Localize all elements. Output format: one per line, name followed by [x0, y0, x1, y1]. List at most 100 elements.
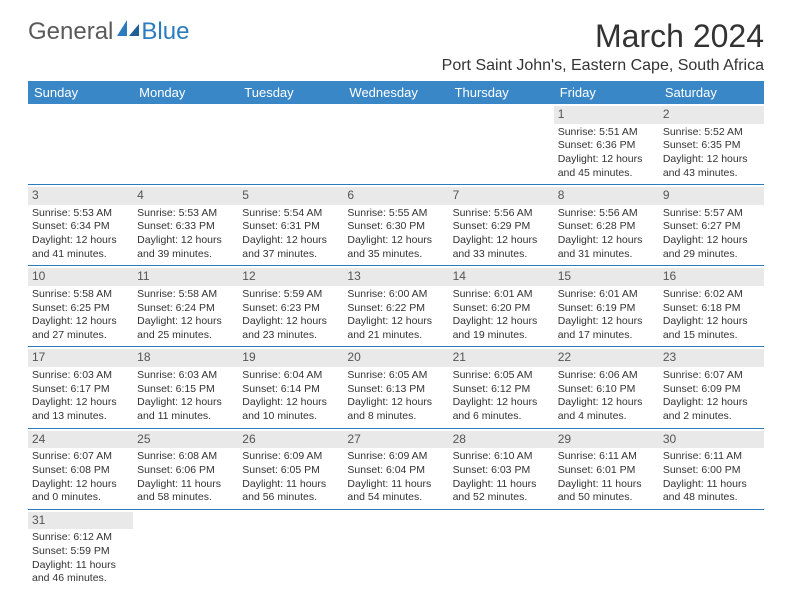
- sunset-line: Sunset: 6:28 PM: [558, 220, 655, 234]
- calendar-table: SundayMondayTuesdayWednesdayThursdayFrid…: [28, 81, 764, 590]
- daylight-line-2: and 43 minutes.: [663, 167, 760, 181]
- daylight-line-2: and 37 minutes.: [242, 248, 339, 262]
- daylight-line-1: Daylight: 12 hours: [32, 478, 129, 492]
- sunset-line: Sunset: 6:17 PM: [32, 383, 129, 397]
- sunset-line: Sunset: 6:05 PM: [242, 464, 339, 478]
- calendar-cell: [659, 509, 764, 590]
- sunrise-line: Sunrise: 6:09 AM: [242, 450, 339, 464]
- day-number: 4: [133, 187, 238, 205]
- daylight-line-1: Daylight: 12 hours: [663, 396, 760, 410]
- calendar-cell: [449, 104, 554, 185]
- weekday-header: Monday: [133, 81, 238, 104]
- calendar-cell: 1Sunrise: 5:51 AMSunset: 6:36 PMDaylight…: [554, 104, 659, 185]
- daylight-line-1: Daylight: 11 hours: [347, 478, 444, 492]
- daylight-line-2: and 52 minutes.: [453, 491, 550, 505]
- calendar-cell: 24Sunrise: 6:07 AMSunset: 6:08 PMDayligh…: [28, 428, 133, 509]
- sunrise-line: Sunrise: 6:00 AM: [347, 288, 444, 302]
- day-number: 23: [659, 349, 764, 367]
- day-number: 30: [659, 431, 764, 449]
- daylight-line-2: and 8 minutes.: [347, 410, 444, 424]
- sunset-line: Sunset: 6:12 PM: [453, 383, 550, 397]
- sunset-line: Sunset: 6:08 PM: [32, 464, 129, 478]
- daylight-line-2: and 58 minutes.: [137, 491, 234, 505]
- daylight-line-1: Daylight: 11 hours: [453, 478, 550, 492]
- day-number: 24: [28, 431, 133, 449]
- day-number: 29: [554, 431, 659, 449]
- logo-text-blue: Blue: [141, 18, 189, 46]
- day-number: 16: [659, 268, 764, 286]
- sail-icon: [117, 20, 139, 36]
- sunset-line: Sunset: 6:13 PM: [347, 383, 444, 397]
- calendar-cell: 14Sunrise: 6:01 AMSunset: 6:20 PMDayligh…: [449, 266, 554, 347]
- sunrise-line: Sunrise: 6:11 AM: [558, 450, 655, 464]
- calendar-cell: 16Sunrise: 6:02 AMSunset: 6:18 PMDayligh…: [659, 266, 764, 347]
- daylight-line-1: Daylight: 12 hours: [32, 396, 129, 410]
- daylight-line-2: and 46 minutes.: [32, 572, 129, 586]
- weekday-header: Sunday: [28, 81, 133, 104]
- calendar-cell: 27Sunrise: 6:09 AMSunset: 6:04 PMDayligh…: [343, 428, 448, 509]
- calendar-cell: [449, 509, 554, 590]
- calendar-row: 10Sunrise: 5:58 AMSunset: 6:25 PMDayligh…: [28, 266, 764, 347]
- daylight-line-2: and 10 minutes.: [242, 410, 339, 424]
- daylight-line-2: and 0 minutes.: [32, 491, 129, 505]
- sunset-line: Sunset: 6:27 PM: [663, 220, 760, 234]
- daylight-line-2: and 27 minutes.: [32, 329, 129, 343]
- day-number: 7: [449, 187, 554, 205]
- daylight-line-2: and 33 minutes.: [453, 248, 550, 262]
- day-number: 6: [343, 187, 448, 205]
- calendar-cell: 29Sunrise: 6:11 AMSunset: 6:01 PMDayligh…: [554, 428, 659, 509]
- calendar-cell: [343, 104, 448, 185]
- calendar-cell: [238, 104, 343, 185]
- daylight-line-1: Daylight: 11 hours: [242, 478, 339, 492]
- day-number: 26: [238, 431, 343, 449]
- daylight-line-1: Daylight: 12 hours: [32, 234, 129, 248]
- sunset-line: Sunset: 6:01 PM: [558, 464, 655, 478]
- calendar-row: 31Sunrise: 6:12 AMSunset: 5:59 PMDayligh…: [28, 509, 764, 590]
- sunrise-line: Sunrise: 6:01 AM: [453, 288, 550, 302]
- sunrise-line: Sunrise: 6:05 AM: [453, 369, 550, 383]
- daylight-line-2: and 48 minutes.: [663, 491, 760, 505]
- sunset-line: Sunset: 6:09 PM: [663, 383, 760, 397]
- day-number: 9: [659, 187, 764, 205]
- calendar-cell: 30Sunrise: 6:11 AMSunset: 6:00 PMDayligh…: [659, 428, 764, 509]
- daylight-line-2: and 6 minutes.: [453, 410, 550, 424]
- sunset-line: Sunset: 6:31 PM: [242, 220, 339, 234]
- calendar-cell: 22Sunrise: 6:06 AMSunset: 6:10 PMDayligh…: [554, 347, 659, 428]
- calendar-cell: 20Sunrise: 6:05 AMSunset: 6:13 PMDayligh…: [343, 347, 448, 428]
- sunset-line: Sunset: 6:22 PM: [347, 302, 444, 316]
- day-number: 17: [28, 349, 133, 367]
- day-number: 1: [554, 106, 659, 124]
- daylight-line-1: Daylight: 12 hours: [558, 234, 655, 248]
- sunset-line: Sunset: 6:19 PM: [558, 302, 655, 316]
- daylight-line-2: and 15 minutes.: [663, 329, 760, 343]
- header: General Blue March 2024 Port Saint John'…: [28, 18, 764, 75]
- calendar-cell: 26Sunrise: 6:09 AMSunset: 6:05 PMDayligh…: [238, 428, 343, 509]
- daylight-line-2: and 13 minutes.: [32, 410, 129, 424]
- sunrise-line: Sunrise: 6:12 AM: [32, 531, 129, 545]
- day-number: 28: [449, 431, 554, 449]
- daylight-line-1: Daylight: 12 hours: [32, 315, 129, 329]
- daylight-line-2: and 21 minutes.: [347, 329, 444, 343]
- calendar-row: 24Sunrise: 6:07 AMSunset: 6:08 PMDayligh…: [28, 428, 764, 509]
- day-number: 8: [554, 187, 659, 205]
- sunrise-line: Sunrise: 5:54 AM: [242, 207, 339, 221]
- sunrise-line: Sunrise: 5:52 AM: [663, 126, 760, 140]
- daylight-line-1: Daylight: 11 hours: [32, 559, 129, 573]
- sunrise-line: Sunrise: 6:09 AM: [347, 450, 444, 464]
- daylight-line-2: and 39 minutes.: [137, 248, 234, 262]
- daylight-line-2: and 17 minutes.: [558, 329, 655, 343]
- daylight-line-1: Daylight: 12 hours: [558, 315, 655, 329]
- sunrise-line: Sunrise: 6:03 AM: [137, 369, 234, 383]
- day-number: 12: [238, 268, 343, 286]
- sunrise-line: Sunrise: 6:05 AM: [347, 369, 444, 383]
- sunrise-line: Sunrise: 5:56 AM: [558, 207, 655, 221]
- title-block: March 2024 Port Saint John's, Eastern Ca…: [442, 18, 764, 75]
- calendar-cell: 3Sunrise: 5:53 AMSunset: 6:34 PMDaylight…: [28, 185, 133, 266]
- calendar-cell: 23Sunrise: 6:07 AMSunset: 6:09 PMDayligh…: [659, 347, 764, 428]
- calendar-cell: 5Sunrise: 5:54 AMSunset: 6:31 PMDaylight…: [238, 185, 343, 266]
- sunset-line: Sunset: 5:59 PM: [32, 545, 129, 559]
- daylight-line-2: and 54 minutes.: [347, 491, 444, 505]
- day-number: 27: [343, 431, 448, 449]
- calendar-cell: 19Sunrise: 6:04 AMSunset: 6:14 PMDayligh…: [238, 347, 343, 428]
- sunset-line: Sunset: 6:18 PM: [663, 302, 760, 316]
